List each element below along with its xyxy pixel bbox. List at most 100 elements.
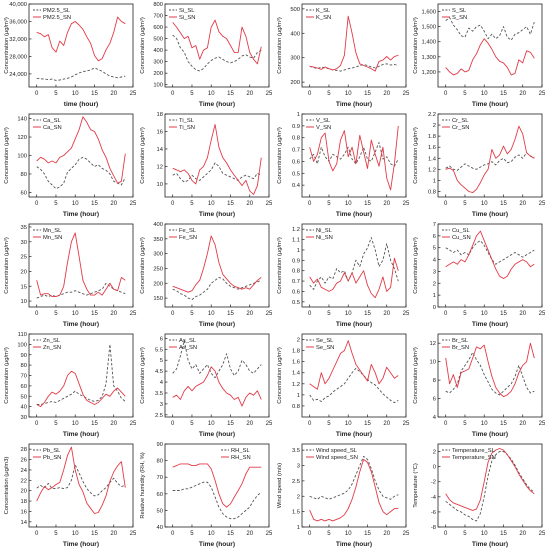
x-tick-label: 25 xyxy=(402,311,409,317)
x-tick-label: 0 xyxy=(35,421,39,427)
chart-svg: 0 5 10 15 20 25 1,200 1,300 1,400 1,500 1,600 Time … xyxy=(413,3,545,108)
plot-frame xyxy=(301,443,406,528)
series-line xyxy=(172,235,262,293)
legend-label: Fe_SN xyxy=(179,235,197,241)
series-line xyxy=(309,63,398,72)
y-tick-label: 1.2 xyxy=(291,227,299,233)
x-tick-label: 5 xyxy=(327,421,331,427)
y-tick-label: 1.2 xyxy=(428,167,436,173)
y-tick-label: 10 xyxy=(21,299,27,305)
y-tick-label: 24 xyxy=(21,468,28,474)
chart-panel: 0 5 10 15 20 25 4 6 8 10 12 Time (hour) Concentratio… xyxy=(410,331,545,441)
series-line xyxy=(172,124,262,195)
x-tick-label: 20 xyxy=(110,421,117,427)
x-tick-label: 20 xyxy=(247,201,254,207)
legend-label: Cu_SL xyxy=(452,228,471,234)
y-axis-label: Concentration (μg/m³) xyxy=(140,347,146,404)
x-tick-label: 15 xyxy=(227,421,234,427)
x-tick-label: 15 xyxy=(227,201,234,207)
legend-label: Br_SN xyxy=(452,345,469,351)
y-tick-label: 0.6 xyxy=(291,289,299,295)
plot-frame xyxy=(28,223,134,308)
y-tick-label: 200 xyxy=(154,281,164,287)
y-tick-label: 35 xyxy=(21,225,27,231)
x-tick-label: 10 xyxy=(481,201,488,207)
y-tick-label: 2 xyxy=(296,494,299,500)
y-tick-label: 26 xyxy=(21,458,27,464)
chart-svg: 0 5 10 15 20 25 30 40 50 60 70 80 90 100 110 Time (hour… xyxy=(4,332,137,438)
legend-label: RH_SN xyxy=(231,455,251,461)
plot-frame xyxy=(164,223,270,308)
x-tick-label: 0 xyxy=(171,421,175,427)
series-line xyxy=(445,342,535,398)
x-tick-label: 10 xyxy=(344,91,351,97)
y-tick-label: 800 xyxy=(154,2,164,8)
x-tick-label: 20 xyxy=(519,531,526,537)
y-tick-label: 1.5 xyxy=(291,510,299,516)
x-tick-label: 5 xyxy=(327,91,331,97)
chart-svg: 0 5 10 15 20 25 14 16 18 20 22 24 26 28 Time (hour) Con… xyxy=(4,443,137,548)
y-tick-label: 30 xyxy=(21,415,27,421)
legend-label: Mn_SL xyxy=(43,228,62,234)
legend-label: K_SN xyxy=(316,15,331,21)
chart-panel: 0 5 10 15 20 25 14 16 18 20 22 24 26 28 Time (hour) Con… xyxy=(1,441,137,551)
x-tick-label: 10 xyxy=(72,91,79,97)
legend-label: Pb_SL xyxy=(43,448,61,454)
x-tick-label: 0 xyxy=(444,91,448,97)
x-tick-label: 10 xyxy=(481,531,488,537)
chart-panel: 0 5 10 15 20 25 0.4 0.5 0.6 0.7 0.8 0.9 1 Time (hour)… xyxy=(274,111,410,221)
x-tick-label: 20 xyxy=(383,91,390,97)
x-tick-label: 15 xyxy=(364,311,371,317)
chart-svg: 0 5 10 15 20 25 10 15 20 25 30 35 Time (hour) Concent… xyxy=(4,223,137,328)
y-tick-label: 0.7 xyxy=(291,279,299,285)
x-axis-label: Time (hour) xyxy=(472,321,508,328)
x-tick-label: 10 xyxy=(344,421,351,427)
x-axis-label: Time (hour) xyxy=(472,211,508,218)
series-line xyxy=(172,481,262,520)
y-tick-label: 1.1 xyxy=(291,238,299,244)
series-line xyxy=(172,463,262,508)
legend-label: Ti_SL xyxy=(179,118,195,124)
x-tick-label: 0 xyxy=(35,201,39,207)
y-tick-label: 4 xyxy=(160,380,164,386)
series-line xyxy=(445,240,535,265)
chart-panel: 0 5 10 15 20 25 0.5 0.6 0.7 0.8 0.9 1 1.1 1.2 Time (ho… xyxy=(274,221,410,331)
x-tick-label: 0 xyxy=(171,531,175,537)
x-axis-label: Time (hour) xyxy=(63,321,99,328)
y-tick-label: 1.4 xyxy=(291,371,300,377)
x-axis-label: Time (hour) xyxy=(335,101,371,108)
x-tick-label: 0 xyxy=(171,91,175,97)
x-tick-label: 20 xyxy=(519,421,526,427)
chart-panel: 0 5 10 15 20 25 150 200 250 300 350 400 Time (hour) C… xyxy=(137,221,273,331)
y-tick-label: 2.5 xyxy=(155,413,163,419)
chart-svg: 0 5 10 15 20 25 -8 -6 -4 -2 0 2 Time (hour) Temperatu… xyxy=(413,443,545,548)
plot-frame xyxy=(164,443,270,528)
y-tick-label: 1.6 xyxy=(291,360,299,366)
y-tick-label: 120 xyxy=(17,135,27,141)
y-axis-label: Relative humidity (RH, %) xyxy=(140,452,146,518)
x-tick-label: 15 xyxy=(91,421,98,427)
plot-frame xyxy=(437,443,543,528)
chart-panel: 0 5 10 15 20 25 24,000 28,000 32,000 36,000 40,000… xyxy=(1,1,137,111)
x-tick-label: 5 xyxy=(463,531,467,537)
chart-svg: 0 5 10 15 20 25 200 300 400 500 Time (hour) Concent… xyxy=(277,3,409,108)
y-tick-label: 1 xyxy=(433,293,436,299)
y-tick-label: 90 xyxy=(157,442,163,448)
x-tick-label: 25 xyxy=(266,311,273,317)
series-line xyxy=(36,232,126,298)
x-tick-label: 25 xyxy=(130,201,137,207)
y-tick-label: 0.9 xyxy=(291,258,299,264)
x-tick-label: 25 xyxy=(538,91,545,97)
y-tick-label: 90 xyxy=(21,353,27,359)
y-tick-label: 18 xyxy=(21,499,27,505)
y-tick-label: 1 xyxy=(296,525,299,531)
plot-frame xyxy=(164,3,270,88)
y-tick-label: 4 xyxy=(433,415,437,421)
chart-panel: 0 5 10 15 20 25 1 1.5 2 2.5 3 3.5 Time (hour) Wind sp… xyxy=(274,441,410,551)
x-tick-label: 0 xyxy=(308,421,312,427)
chart-svg: 0 5 10 15 20 25 24,000 28,000 32,000 36,000 40,000… xyxy=(4,2,137,108)
chart-svg: 0 5 10 15 20 25 0 1 2 3 4 5 6 7 Time (hour) Concentrati… xyxy=(413,222,545,328)
legend-label: Zn_SL xyxy=(43,338,61,344)
series-line xyxy=(172,162,262,183)
x-axis-label: Time (hour) xyxy=(335,211,371,218)
